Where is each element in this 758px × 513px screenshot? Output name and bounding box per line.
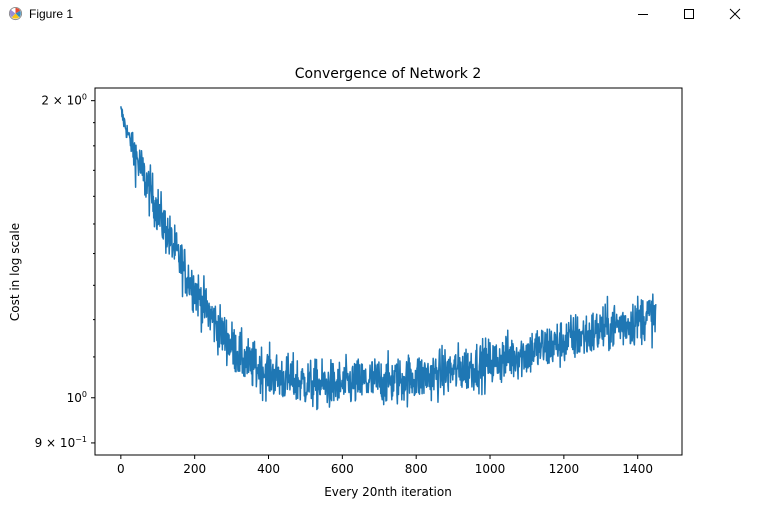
y-tick-exponent: −1 bbox=[75, 435, 87, 444]
y-axis-label: Cost in log scale bbox=[8, 223, 22, 321]
x-tick-label: 800 bbox=[405, 462, 428, 476]
y-tick-exponent: 0 bbox=[82, 93, 87, 102]
window-title: Figure 1 bbox=[29, 7, 74, 21]
minimize-button[interactable] bbox=[620, 0, 666, 28]
close-icon bbox=[729, 8, 741, 20]
y-tick-label: 2 × 100 bbox=[41, 93, 87, 108]
close-button[interactable] bbox=[712, 0, 758, 28]
x-tick-label: 1000 bbox=[475, 462, 506, 476]
x-tick-label: 1200 bbox=[549, 462, 580, 476]
maximize-button[interactable] bbox=[666, 0, 712, 28]
y-tick-base: 9 × 10 bbox=[35, 436, 76, 450]
x-axis: 0 200 400 600 800 1000 1200 1400 bbox=[117, 455, 653, 476]
y-tick-exponent: 0 bbox=[82, 390, 87, 399]
y-tick-label: 100 bbox=[67, 390, 87, 405]
x-tick-label: 1400 bbox=[622, 462, 653, 476]
maximize-icon bbox=[684, 9, 694, 19]
x-tick-label: 600 bbox=[331, 462, 354, 476]
figure-canvas: Convergence of Network 2 0 200 400 600 800 10… bbox=[0, 28, 758, 509]
axes-frame bbox=[94, 87, 683, 456]
y-tick-base: 10 bbox=[67, 391, 82, 405]
x-tick-label: 400 bbox=[257, 462, 280, 476]
minimize-icon bbox=[638, 14, 648, 15]
chart: Convergence of Network 2 0 200 400 600 800 10… bbox=[8, 66, 683, 499]
y-tick-base: 2 × 10 bbox=[41, 94, 82, 108]
window-titlebar: Figure 1 bbox=[0, 0, 758, 28]
matplotlib-icon bbox=[8, 6, 23, 21]
x-axis-label: Every 20nth iteration bbox=[324, 485, 452, 499]
x-tick-label: 0 bbox=[117, 462, 125, 476]
chart-title: Convergence of Network 2 bbox=[295, 66, 482, 82]
x-tick-label: 200 bbox=[183, 462, 206, 476]
plot-area bbox=[120, 106, 657, 411]
y-tick-label: 9 × 10−1 bbox=[35, 435, 87, 450]
cost-series-line bbox=[120, 106, 657, 411]
